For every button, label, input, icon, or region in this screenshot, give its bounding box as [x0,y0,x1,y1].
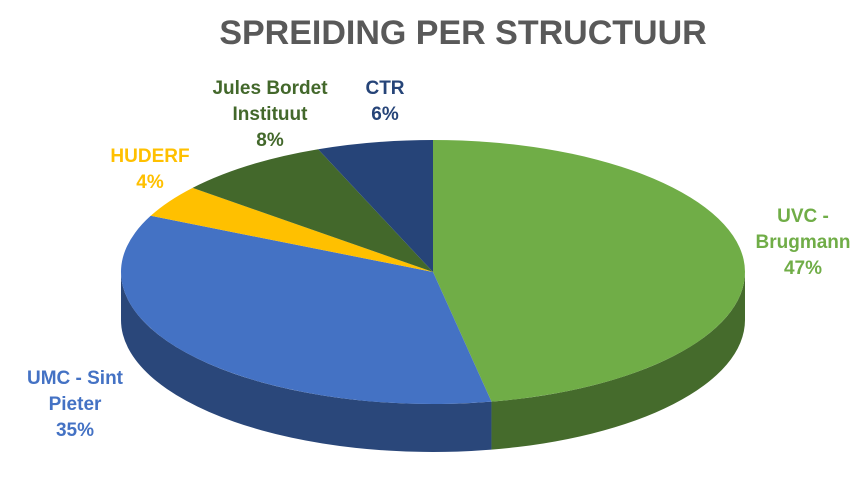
slice [120,215,492,404]
value-label: 4% [136,172,164,193]
chart-title: SPREIDING PER STRUCTUUR [219,14,707,52]
value-label: 35% [55,420,95,441]
data-label: UVC - Brugmann 47% [748,204,858,282]
slice [318,140,433,272]
category-label: HUDERF [110,146,190,167]
category-label: UMC - Sint Pieter [26,368,124,415]
category-label: CTR [365,78,405,99]
value-label: 6% [371,104,399,125]
category-label: UVC - Brugmann [755,206,851,253]
slice-side [121,272,492,453]
value-label: 8% [256,130,284,151]
slice [150,187,433,272]
data-label: HUDERF 4% [100,144,200,196]
slice [192,149,433,272]
value-label: 47% [783,258,823,279]
data-label: UMC - Sint Pieter 35% [0,366,150,444]
data-label: CTR 6% [340,76,430,128]
category-label: Jules Bordet Instituut [212,78,328,125]
data-label: Jules Bordet Instituut 8% [200,76,340,154]
slice [433,140,746,402]
slice-side [491,272,745,450]
